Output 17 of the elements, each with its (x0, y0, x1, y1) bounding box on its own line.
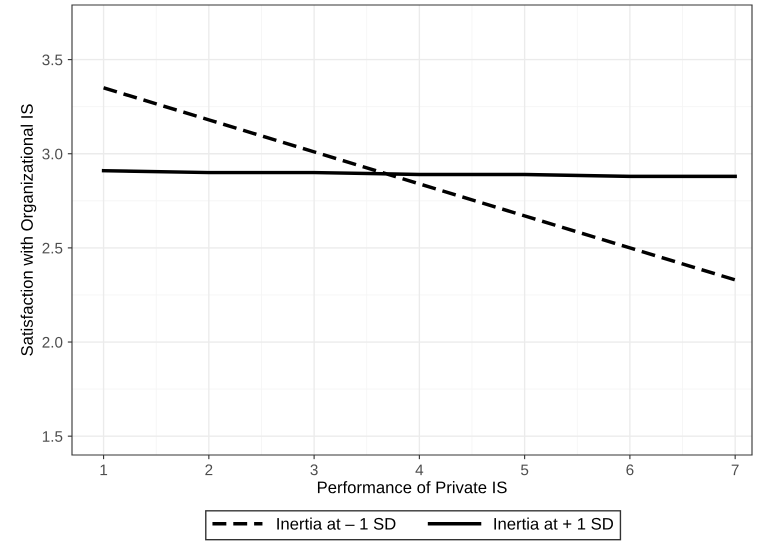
y-tick-label: 3.0 (42, 148, 62, 160)
legend-label: Inertia at + 1 SD (494, 517, 613, 530)
y-tick-label: 2.5 (42, 242, 62, 254)
line-series (102, 86, 737, 282)
x-tick-label: 5 (520, 464, 528, 476)
x-tick-label: 1 (100, 464, 108, 476)
x-tick-label: 4 (415, 464, 424, 476)
legend-label: Inertia at – 1 SD (277, 517, 396, 530)
y-tick-label: 3.5 (42, 54, 62, 66)
y-tick-label: 1.5 (42, 431, 62, 442)
x-tick-label: 2 (205, 464, 212, 476)
x-tick-label: 3 (310, 464, 318, 476)
x-axis-title: Performance of Private IS (318, 481, 507, 494)
x-tick-label: 7 (732, 464, 739, 476)
x-tick-label: 6 (626, 464, 634, 476)
y-axis-title: Satisfaction with Organizational IS (20, 104, 36, 356)
y-tick-label: 2.0 (42, 336, 62, 348)
